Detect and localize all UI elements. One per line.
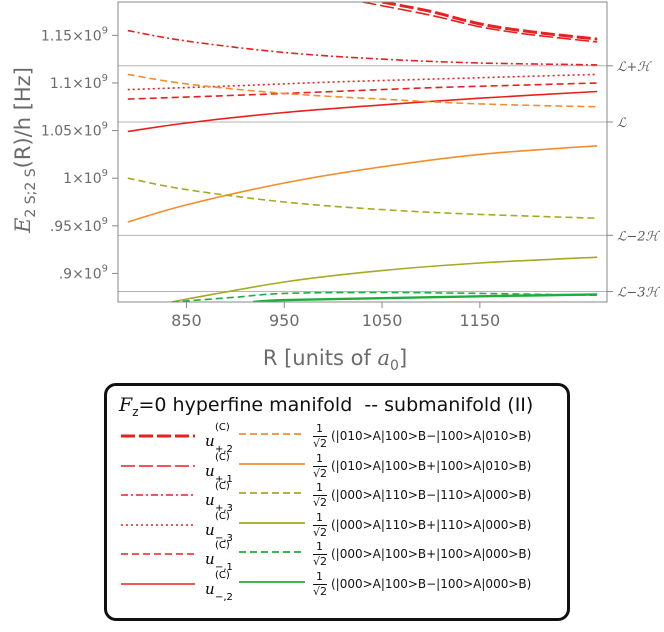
series-line-0 [381,2,598,41]
legend-entry-left-0: u (C) +,2 [119,422,339,456]
legend-swatch-left-5 [121,582,195,585]
series-line-6 [127,73,598,108]
legend-entry-right-1: 1 √2 (|010>A|100>B+|100>A|010>B) [237,452,567,486]
legend-swatch-left-3 [121,523,195,526]
series-line-7 [127,145,598,223]
y-tick-label-0: .9×109 [59,263,108,282]
legend-entry-left-1: u (C) +,1 [119,451,339,486]
legend-symbol-1: u [205,461,215,480]
legend-symbol-0: u [205,432,215,450]
legend-title: Fz=0 hyperfine manifold -- submanifold (… [119,394,534,419]
legend-entry-left-3: u (C) −,3 [119,510,339,545]
reference-line-labels: ℒ+ℋ ℒ ℒ−2ℋ ℒ−3ℋ [607,60,661,301]
series-line-2 [127,29,598,66]
legend-symbol-2: u [205,491,215,509]
legend-swatch-right-4 [239,551,305,553]
legend-entry-right-0: 1 √2 (|010>A|100>B−|100>A|010>B) [237,422,567,456]
series-line-5 [127,90,598,133]
legend: Fz=0 hyperfine manifold -- submanifold (… [104,383,570,621]
legend-superscript-3: (C) [215,510,230,522]
y-tick-label-5: 1.15×109 [41,25,108,44]
x-axis-label: R [units of a0] [263,346,407,374]
legend-swatch-left-1 [121,464,195,467]
x-tick-label-0: 850 [171,311,202,330]
legend-swatch-right-1 [239,462,305,465]
series-line-1 [362,2,598,43]
x-tick-label-1: 950 [269,311,300,330]
legend-swatch-left-4 [121,553,195,555]
legend-superscript-4: (C) [215,540,230,551]
legend-swatch-right-5 [239,580,305,583]
legend-symbol-4: u [205,550,215,568]
legend-entry-left-2: u (C) +,3 [119,481,339,515]
x-axis-ticks: 850 950 1050 1150 [171,302,500,330]
legend-entry-right-3: 1 √2 (|000>A|110>B+|110>A|000>B) [237,511,567,545]
reference-label-2: ℒ−2ℋ [617,229,661,244]
legend-swatch-right-0 [239,433,305,435]
legend-entry-right-2: 1 √2 (|000>A|110>B−|110>A|000>B) [237,481,567,515]
legend-swatch-left-0 [121,434,195,438]
legend-symbol-5: u [205,579,215,598]
legend-superscript-5: (C) [215,569,230,581]
y-tick-label-3: 1.05×109 [41,121,108,140]
legend-swatch-right-2 [239,492,305,494]
legend-entry-left-4: u (C) −,1 [119,540,339,574]
legend-subscript-3: −,3 [215,532,233,544]
legend-superscript-1: (C) [215,451,230,463]
series-line-9 [171,256,598,302]
legend-entry-left-5: u (C) −,2 [119,569,339,604]
legend-subscript-0: +,2 [215,444,233,455]
x-tick-label-2: 1050 [362,311,403,330]
y-tick-label-2: 1×109 [63,168,108,187]
legend-entry-right-5: 1 √2 (|000>A|100>B−|100>A|000>B) [237,570,567,604]
legend-superscript-0: (C) [215,422,230,433]
series-layer [127,2,598,302]
legend-superscript-2: (C) [215,481,230,492]
reference-lines [118,65,607,293]
reference-label-1: ℒ [617,116,627,131]
x-tick-label-3: 1150 [460,311,501,330]
plot-frame [117,1,608,303]
chart-plot: 850 950 1050 1150 .9×109 .95×109 1×109 1.05×10… [11,1,661,374]
legend-symbol-3: u [205,520,215,539]
legend-subscript-1: +,1 [215,473,233,485]
series-line-3 [127,73,598,91]
y-axis-ticks: .9×109 .95×109 1×109 1.05×109 1.1×109 1.15×10… [41,25,118,282]
reference-label-0: ℒ+ℋ [617,60,652,75]
series-line-10 [171,291,598,302]
y-axis-label: E2 S;2 S(R)/h [Hz] [11,67,39,234]
y-tick-label-1: .95×109 [50,216,108,235]
y-tick-label-4: 1.1×109 [50,73,108,92]
legend-swatch-right-3 [239,521,305,524]
legend-subscript-5: −,2 [215,591,233,603]
series-line-8 [127,177,598,219]
legend-subscript-2: +,3 [215,503,233,514]
series-line-11 [252,293,598,302]
series-line-4 [127,82,598,100]
legend-entry-right-4: 1 √2 (|000>A|100>B+|100>A|000>B) [237,540,567,574]
legend-swatch-left-2 [121,494,195,496]
legend-subscript-4: −,1 [215,562,233,573]
reference-label-3: ℒ−3ℋ [617,286,661,301]
